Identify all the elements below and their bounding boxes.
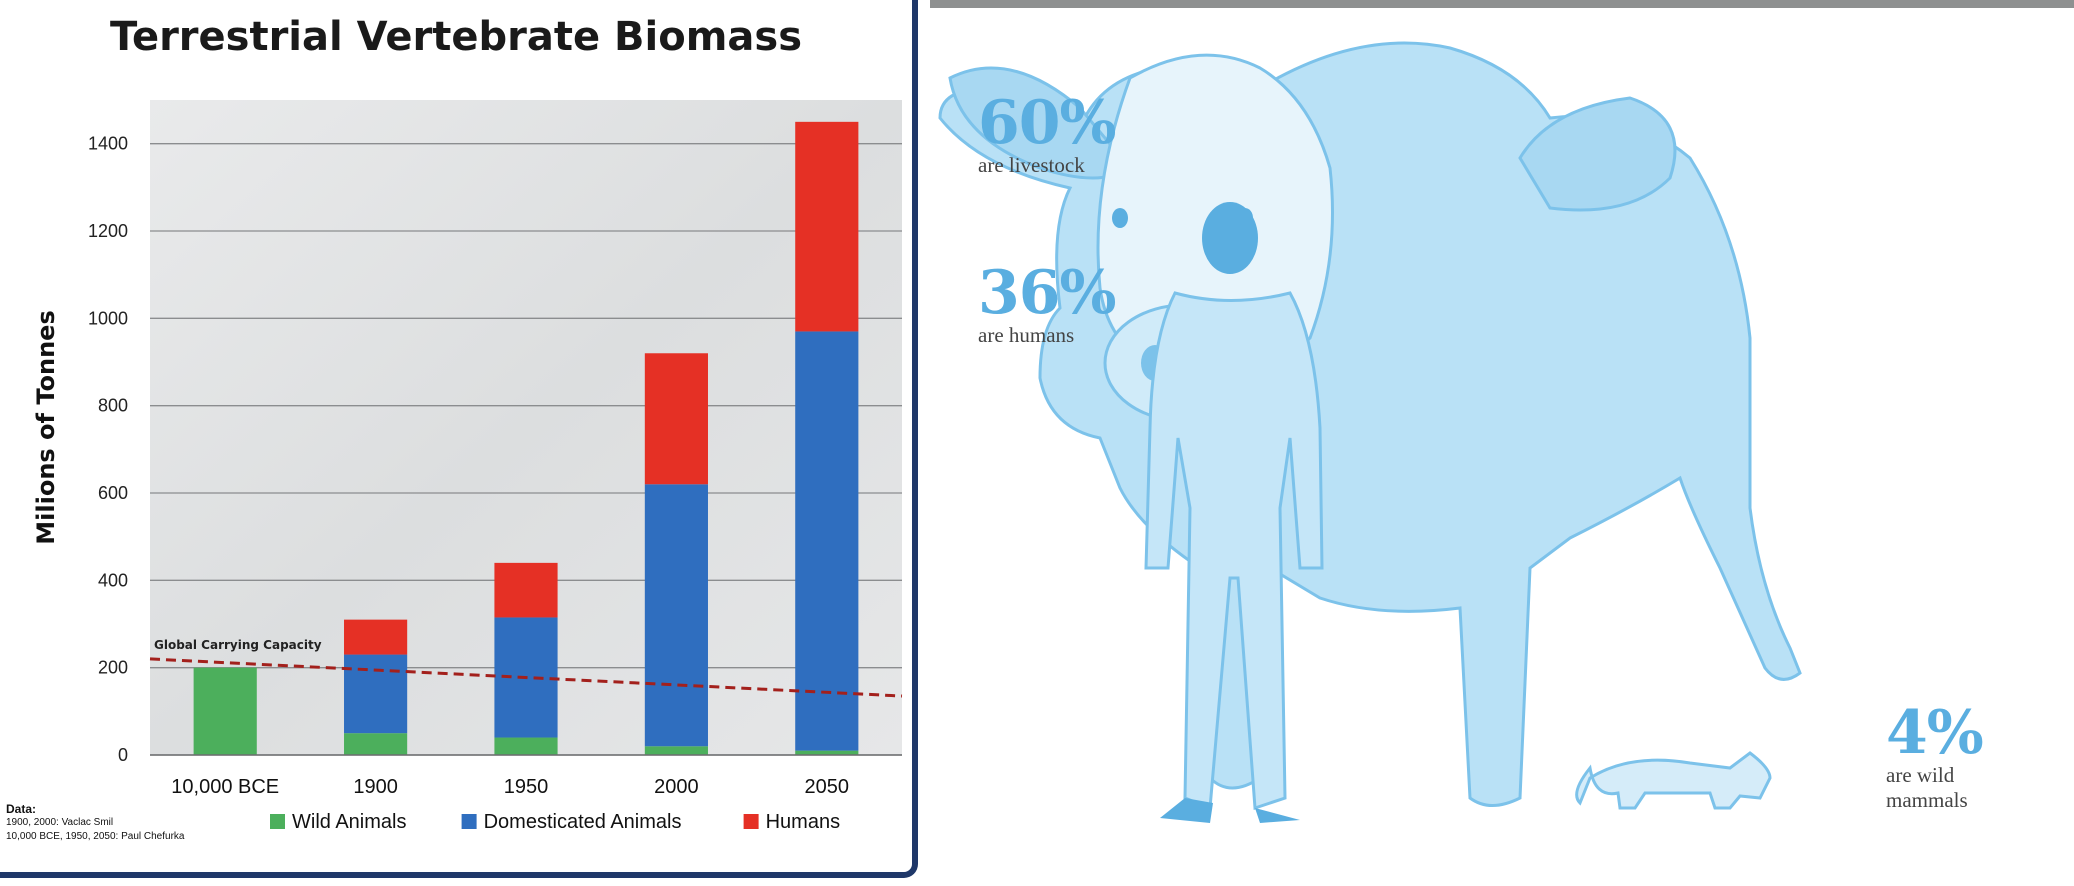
y-tick-label: 600 — [98, 483, 128, 503]
bar-segment — [344, 619, 408, 655]
bar-segment — [644, 353, 708, 485]
y-tick-label: 0 — [118, 745, 128, 765]
legend-swatch — [270, 814, 285, 829]
x-tick-label: 1900 — [353, 776, 398, 798]
wild-mammals-percent: 4% — [1886, 698, 1984, 768]
bar-segment — [494, 562, 558, 618]
x-tick-label: 2050 — [805, 776, 850, 798]
data-source-header: Data: — [6, 802, 37, 816]
carrying-capacity-line — [149, 657, 903, 698]
legend-label: Humans — [766, 811, 840, 833]
bar-segment — [344, 654, 408, 734]
y-tick-label: 800 — [98, 396, 128, 416]
y-tick-label: 1200 — [88, 221, 128, 241]
bar-segment — [494, 737, 558, 755]
y-tick-label: 200 — [98, 658, 128, 678]
data-source-note: Data: 1900, 2000: Vaclac Smil 10,000 BCE… — [6, 802, 184, 844]
humans-label: are humans — [978, 323, 1075, 347]
bar-segment — [644, 746, 708, 755]
legend-swatch — [743, 814, 759, 829]
livestock-label: are livestock — [978, 153, 1085, 177]
biomass-chart: 0 200 400 600 800 1000 1200 1400 Milions of Tonn… — [32, 100, 903, 833]
biomass-chart-panel: Terrestrial Vertebrate Biomass 0 200 400 60… — [0, 0, 918, 878]
top-strip — [930, 0, 2074, 8]
legend-swatch — [461, 814, 477, 829]
chart-title: Terrestrial Vertebrate Biomass — [109, 14, 803, 60]
x-tick-label: 2000 — [654, 776, 699, 798]
y-axis-label: Milions of Tonnes — [32, 310, 60, 544]
bar-segment — [193, 667, 257, 755]
x-tick-label: 1950 — [504, 776, 549, 798]
bar-segment — [344, 733, 408, 755]
livestock-stat: 60% are livestock — [978, 88, 1117, 178]
livestock-percent: 60% — [978, 88, 1117, 158]
y-tick-label: 1400 — [88, 134, 128, 154]
legend-label: Domesticated Animals — [484, 811, 682, 833]
y-tick-label: 1000 — [88, 308, 128, 328]
carrying-capacity-label: Global Carrying Capacity — [154, 638, 322, 652]
bar-segment — [795, 331, 859, 751]
mammal-biomass-infographic: 60% are livestock 36% are humans 4% are … — [930, 8, 2074, 886]
human-illustration — [1144, 202, 1324, 823]
bar-segment — [795, 750, 859, 755]
bar-segment — [795, 121, 859, 332]
humans-stat: 36% are humans — [978, 258, 1117, 348]
data-source-line-2: 10,000 BCE, 1950, 2050: Paul Chefurka — [6, 831, 185, 842]
data-source-line-1: 1900, 2000: Vaclac Smil — [6, 817, 114, 828]
cow-illustration — [938, 41, 1802, 807]
y-tick-label: 400 — [98, 570, 128, 590]
infographic-illustration — [938, 41, 1802, 823]
wild-mammals-label: are wild mammals — [1886, 763, 1968, 812]
bar-segment — [644, 484, 708, 747]
rhino-illustration — [1575, 751, 1772, 810]
wild-mammals-stat: 4% are wild mammals — [1886, 703, 2006, 813]
humans-percent: 36% — [978, 258, 1117, 328]
legend-label: Wild Animals — [292, 811, 406, 833]
x-tick-label: 10,000 BCE — [171, 776, 279, 798]
